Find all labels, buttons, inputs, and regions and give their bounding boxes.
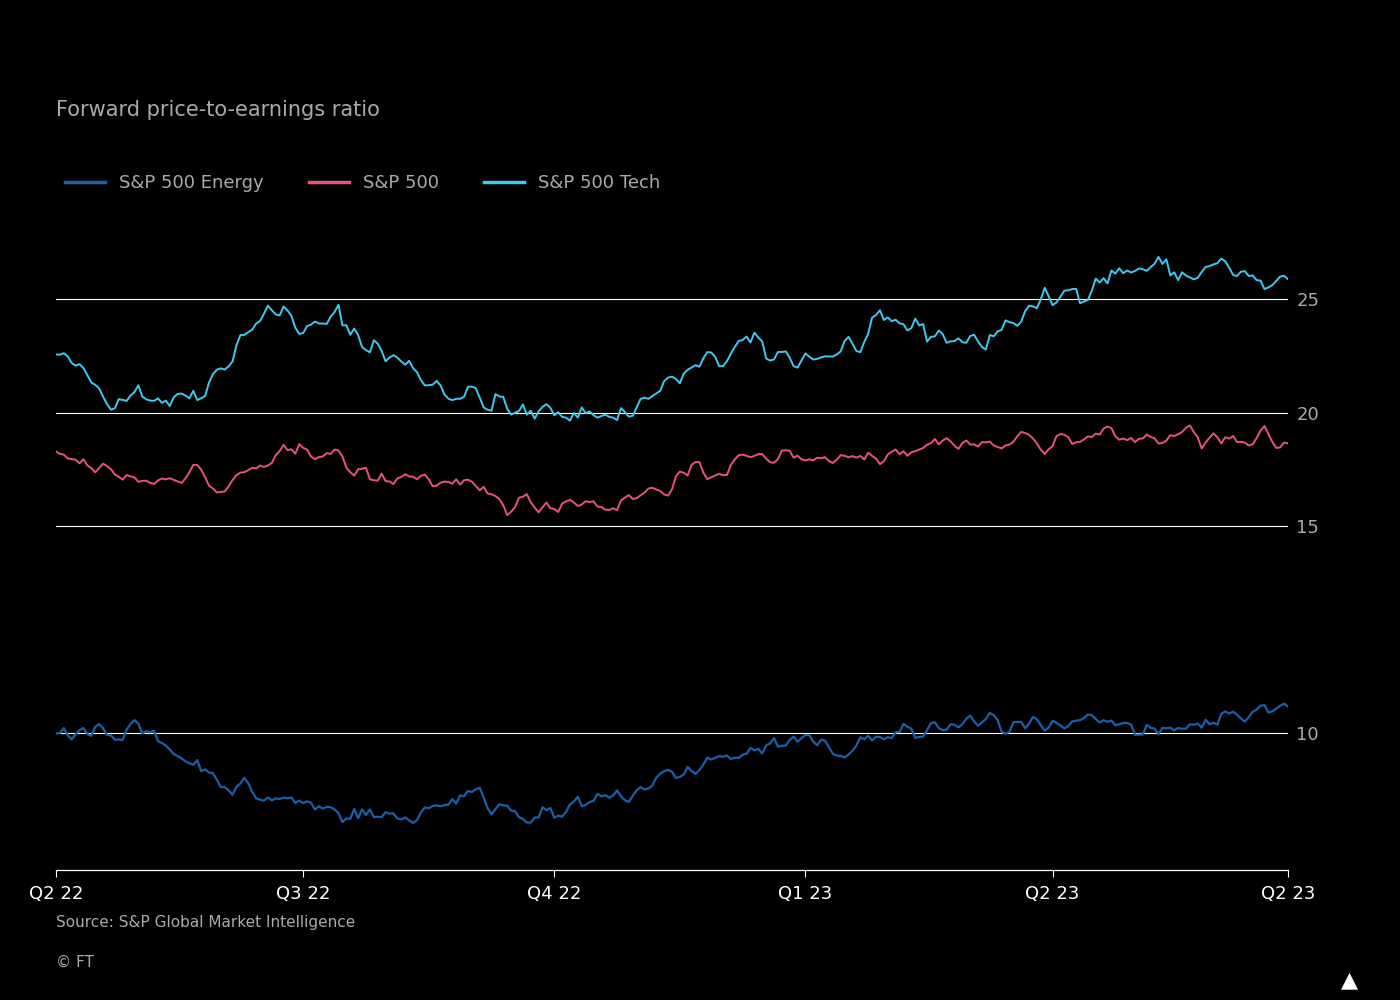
Text: Forward price-to-earnings ratio: Forward price-to-earnings ratio	[56, 100, 379, 120]
Legend: S&P 500 Energy, S&P 500, S&P 500 Tech: S&P 500 Energy, S&P 500, S&P 500 Tech	[64, 174, 661, 192]
Text: © FT: © FT	[56, 955, 94, 970]
Text: Source: S&P Global Market Intelligence: Source: S&P Global Market Intelligence	[56, 915, 356, 930]
Text: ▲: ▲	[1341, 970, 1358, 990]
